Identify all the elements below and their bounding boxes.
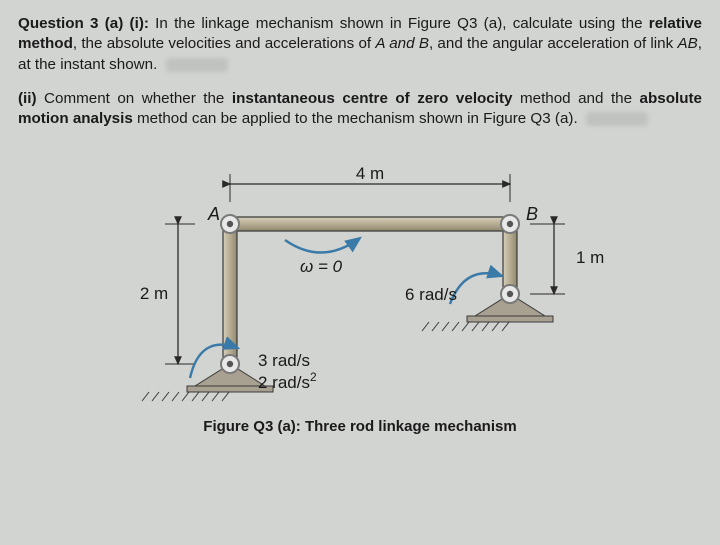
q-prefix-ii: (ii) xyxy=(18,90,37,107)
svg-text:B: B xyxy=(526,204,538,224)
mechanism-diagram: 4 m 2 m 1 m A Bω = 0 6 rad/s 3 rad/s2 rad/s2 xyxy=(100,144,620,414)
q-i-seg3: , and the angular acceleration of link xyxy=(429,35,678,52)
svg-text:6 rad/s: 6 rad/s xyxy=(405,285,457,304)
svg-text:ω = 0: ω = 0 xyxy=(300,257,343,276)
q-i-seg1: In the linkage mechanism shown in Figure… xyxy=(149,15,649,32)
svg-text:2 m: 2 m xyxy=(140,284,168,303)
q-i-seg2: , the absolute velocities and accelerati… xyxy=(73,35,376,52)
question-part-i: Question 3 (a) (i): In the linkage mecha… xyxy=(18,14,702,75)
q-ii-seg1: Comment on whether the xyxy=(37,90,232,107)
figure-container: 4 m 2 m 1 m A Bω = 0 6 rad/s 3 rad/s2 rad/s2 F… xyxy=(100,144,620,435)
q-ab2: AB xyxy=(677,35,697,52)
q-ii-seg3: method can be applied to the mechanism s… xyxy=(133,110,578,127)
q-ab1: A and B xyxy=(375,35,429,52)
q-iczv: instantaneous centre of zero velocity xyxy=(232,90,513,107)
svg-text:4 m: 4 m xyxy=(356,164,384,183)
question-part-ii: (ii) Comment on whether the instantaneou… xyxy=(18,89,702,130)
svg-text:1 m: 1 m xyxy=(576,248,604,267)
figure-caption: Figure Q3 (a): Three rod linkage mechani… xyxy=(100,418,620,435)
redaction-mark xyxy=(166,58,228,72)
q-prefix-i: Question 3 (a) (i): xyxy=(18,15,149,32)
svg-text:2 rad/s2: 2 rad/s2 xyxy=(258,370,317,392)
redaction-mark-2 xyxy=(586,112,648,126)
svg-text:A: A xyxy=(207,204,220,224)
q-ii-seg2: method and the xyxy=(512,90,639,107)
svg-text:3 rad/s: 3 rad/s xyxy=(258,351,310,370)
